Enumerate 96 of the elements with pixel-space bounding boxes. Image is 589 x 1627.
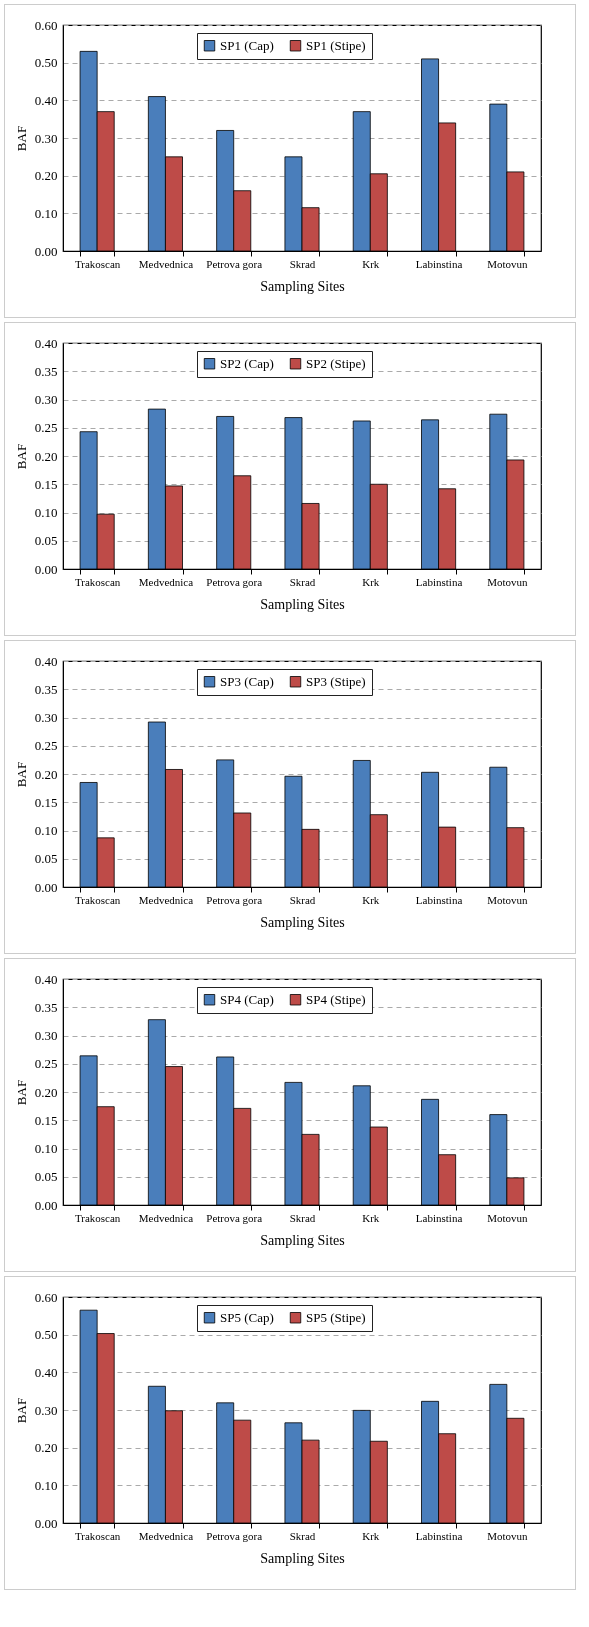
legend-label: SP4 (Stipe): [306, 991, 366, 1007]
y-tick-label: 0.25: [34, 738, 58, 754]
y-tick-label: 0.30: [34, 130, 58, 146]
x-tick-label: Labinstina: [415, 1529, 463, 1542]
x-tick-label: Petrova gora: [206, 257, 263, 270]
x-tick-label: Krk: [362, 1211, 380, 1224]
x-tick-label: Krk: [362, 257, 380, 270]
x-tick-label: Skrad: [289, 1211, 316, 1224]
x-axis-title: Sampling Sites: [260, 914, 345, 930]
legend-label: SP3 (Stipe): [306, 673, 366, 689]
x-tick-label: Medvednica: [138, 893, 194, 906]
x-tick-label: Motovun: [487, 893, 529, 906]
x-tick-label: Trakoscan: [74, 893, 121, 906]
y-tick-label: 0.60: [34, 17, 58, 33]
legend-label: SP2 (Stipe): [306, 355, 366, 371]
y-tick-label: 0.10: [34, 1141, 58, 1156]
x-tick-label: Petrova gora: [206, 1529, 263, 1542]
y-tick-label: 0.05: [34, 1169, 58, 1185]
y-tick-label: 0.00: [34, 1515, 58, 1531]
x-tick-label: Motovun: [487, 257, 529, 270]
legend-label: SP1 (Stipe): [306, 37, 366, 53]
x-axis-title: Sampling Sites: [260, 1550, 345, 1566]
x-tick-label: Labinstina: [415, 893, 463, 906]
y-axis-title: BAF: [13, 1079, 29, 1106]
x-tick-label: Skrad: [289, 893, 316, 906]
y-tick-label: 0.15: [34, 1112, 58, 1128]
y-axis-title: BAF: [13, 761, 29, 788]
y-tick-label: 0.50: [34, 1327, 58, 1343]
x-tick-label: Medvednica: [138, 1529, 194, 1542]
y-tick-label: 0.15: [34, 794, 58, 810]
x-tick-label: Petrova gora: [206, 575, 263, 588]
y-tick-label: 0.05: [34, 533, 58, 549]
x-tick-label: Trakoscan: [74, 1529, 121, 1542]
y-axis-title: BAF: [13, 1397, 29, 1424]
x-tick-label: Medvednica: [138, 575, 194, 588]
y-tick-label: 0.60: [34, 1289, 58, 1305]
y-tick-label: 0.10: [34, 823, 58, 838]
y-tick-label: 0.20: [34, 1440, 58, 1456]
y-tick-label: 0.05: [34, 851, 58, 867]
y-tick-label: 0.40: [34, 971, 58, 987]
x-tick-label: Motovun: [487, 1529, 529, 1542]
x-tick-label: Trakoscan: [74, 575, 121, 588]
y-tick-label: 0.30: [34, 392, 58, 407]
x-tick-label: Labinstina: [415, 257, 463, 270]
x-tick-label: Petrova gora: [206, 1211, 263, 1224]
y-tick-label: 0.35: [34, 999, 58, 1015]
x-tick-label: Motovun: [487, 1211, 529, 1224]
y-tick-label: 0.10: [34, 205, 58, 221]
legend-label: SP2 (Cap): [220, 355, 274, 371]
x-axis-title: Sampling Sites: [260, 1232, 345, 1248]
x-tick-label: Medvednica: [138, 257, 194, 270]
y-tick-label: 0.10: [34, 1477, 58, 1493]
x-tick-label: Krk: [362, 1529, 380, 1542]
y-tick-label: 0.30: [34, 1402, 58, 1418]
legend-label: SP3 (Cap): [220, 673, 274, 689]
x-tick-label: Krk: [362, 575, 380, 588]
x-tick-label: Motovun: [487, 575, 529, 588]
legend-label: SP5 (Cap): [220, 1309, 274, 1325]
y-axis-title: BAF: [13, 443, 29, 470]
y-tick-label: 0.20: [34, 1084, 58, 1100]
legend-label: SP1 (Cap): [220, 37, 274, 53]
y-axis-title: BAF: [13, 125, 29, 152]
y-tick-label: 0.30: [34, 1028, 58, 1043]
x-tick-label: Labinstina: [415, 1211, 463, 1224]
x-tick-label: Medvednica: [138, 1211, 194, 1224]
x-tick-label: Skrad: [289, 575, 316, 588]
x-tick-label: Krk: [362, 893, 380, 906]
y-tick-label: 0.10: [34, 505, 58, 520]
y-tick-label: 0.50: [34, 55, 58, 71]
x-tick-label: Trakoscan: [74, 257, 121, 270]
y-tick-label: 0.15: [34, 476, 58, 492]
y-tick-label: 0.00: [34, 243, 58, 259]
legend-label: SP4 (Cap): [220, 991, 274, 1007]
y-tick-label: 0.40: [34, 653, 58, 669]
y-tick-label: 0.25: [34, 420, 58, 436]
x-tick-label: Skrad: [289, 1529, 316, 1542]
x-tick-label: Petrova gora: [206, 893, 263, 906]
y-tick-label: 0.30: [34, 710, 58, 725]
y-tick-label: 0.25: [34, 1056, 58, 1072]
y-tick-label: 0.00: [34, 561, 58, 577]
x-tick-label: Labinstina: [415, 575, 463, 588]
y-tick-label: 0.35: [34, 681, 58, 697]
x-axis-title: Sampling Sites: [260, 278, 345, 294]
y-tick-label: 0.20: [34, 168, 58, 184]
y-tick-label: 0.00: [34, 879, 58, 895]
y-tick-label: 0.20: [34, 448, 58, 464]
y-tick-label: 0.40: [34, 335, 58, 351]
x-tick-label: Trakoscan: [74, 1211, 121, 1224]
y-tick-label: 0.40: [34, 92, 58, 108]
y-tick-label: 0.35: [34, 363, 58, 379]
y-tick-label: 0.40: [34, 1364, 58, 1380]
legend-label: SP5 (Stipe): [306, 1309, 366, 1325]
x-tick-label: Skrad: [289, 257, 316, 270]
y-tick-label: 0.20: [34, 766, 58, 782]
x-axis-title: Sampling Sites: [260, 596, 345, 612]
y-tick-label: 0.00: [34, 1197, 58, 1213]
